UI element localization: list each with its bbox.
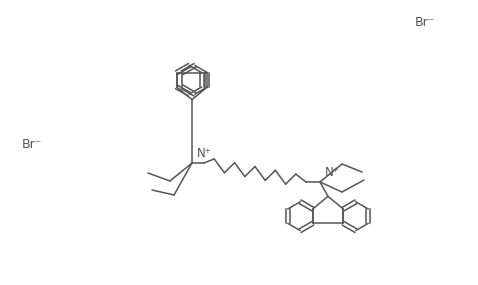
- Text: Br⁻: Br⁻: [415, 15, 435, 28]
- Text: N⁺: N⁺: [325, 166, 340, 179]
- Text: Br⁻: Br⁻: [22, 139, 43, 152]
- Text: N⁺: N⁺: [197, 147, 212, 160]
